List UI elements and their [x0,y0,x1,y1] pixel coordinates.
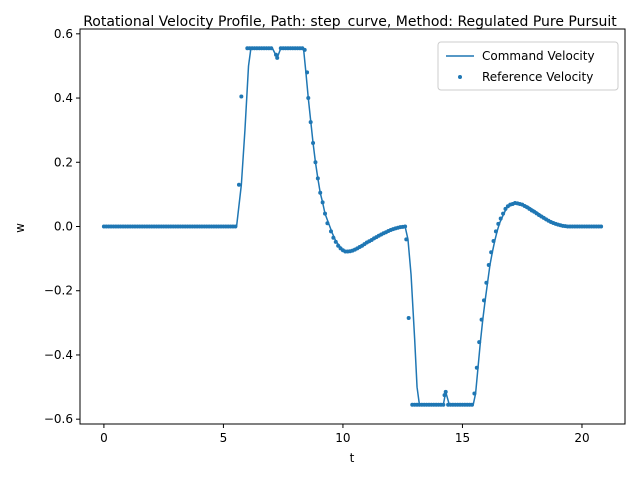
legend-frame [437,41,619,91]
reference-velocity-point [311,141,316,145]
legend-label-reference-velocity: Reference Velocity [482,70,593,84]
reference-velocity-point [325,221,330,226]
reference-velocity-point [275,55,280,60]
reference-velocity-point [503,206,508,211]
reference-velocity-point [306,96,311,101]
reference-velocity-point [403,224,408,229]
reference-velocity-point [233,224,238,229]
y-tick-label: −0.6 [44,412,73,426]
reference-velocity-point [486,263,491,268]
y-tick-label: −0.2 [44,284,73,298]
reference-velocity-point [269,46,274,51]
reference-velocity-point [336,243,341,248]
reference-velocity-point [442,393,447,398]
reference-velocity-point [315,176,320,181]
reference-velocity-point [236,182,241,187]
reference-velocity-point [274,52,279,57]
reference-velocity-point [472,391,477,396]
plot-frame [79,28,626,425]
x-axis-label: t [350,451,355,465]
x-tick-label: 15 [455,431,470,445]
legend-label-command-velocity: Command Velocity [482,49,595,63]
x-tick-label: 20 [574,431,589,445]
reference-velocity-point [305,70,310,75]
reference-velocity-point [479,317,484,322]
reference-velocity-point [406,316,411,321]
y-tick-label: 0.0 [54,220,73,234]
reference-velocity-point [313,160,318,165]
reference-velocity-point [470,402,475,407]
reference-velocity-point [320,200,325,205]
reference-velocity-point [443,389,448,394]
x-axis-ticks: 0 5 10 15 20 [100,424,590,445]
reference-velocity-point [565,224,570,229]
y-tick-label: 0.2 [54,155,73,169]
reference-velocity-point [481,298,486,303]
reference-velocity-point [474,365,479,370]
x-tick-label: 5 [220,431,228,445]
reference-velocity-point [599,224,604,229]
reference-velocity-point [501,211,506,216]
reference-velocity-point [308,120,313,125]
reference-velocity-point [484,280,489,285]
reference-velocity-point [331,235,336,240]
reference-velocity-point [302,47,307,52]
y-tick-label: −0.4 [44,348,73,362]
reference-velocity-point [318,190,323,195]
reference-velocity-point [239,94,244,99]
reference-velocity-point [489,250,494,255]
x-tick-label: 0 [100,431,108,445]
reference-velocity-point [493,229,498,234]
reference-velocity-point [404,237,409,242]
legend: Command Velocity Reference Velocity [437,41,619,91]
y-tick-label: 0.6 [54,27,73,41]
reference-velocity-point [323,211,328,216]
reference-velocity-point [441,402,446,407]
reference-velocity-point [491,238,496,243]
chart-title: Rotational Velocity Profile, Path: step_… [83,14,617,30]
x-tick-label: 10 [335,431,350,445]
reference-velocity-point [496,221,501,226]
reference-velocity-point [333,239,338,244]
y-axis-label: w [13,223,27,233]
y-axis-ticks: −0.6 −0.4 −0.2 0.0 0.2 0.4 0.6 [44,27,80,426]
reference-velocity-point [328,229,333,234]
plot-area [101,46,604,407]
legend-dot-swatch [458,75,462,79]
reference-velocity-point [498,216,503,221]
y-tick-label: 0.4 [54,91,73,105]
reference-velocity-point [477,340,482,345]
